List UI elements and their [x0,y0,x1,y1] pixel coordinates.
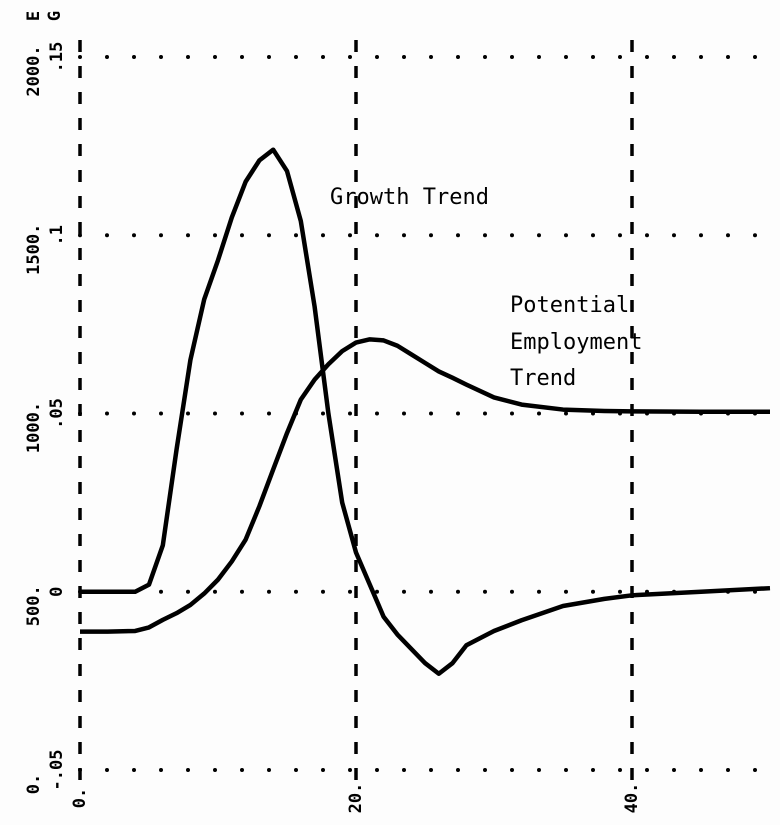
series-line [80,337,770,634]
series-line [80,147,771,676]
x-tick-label: 0. [70,788,90,808]
y-tick-label: 0 [47,587,67,597]
y2-tick-label: 500. [24,585,44,626]
y-tick-label: .05 [47,398,67,429]
y2-tick-label: 2000. [24,45,44,96]
y2-tick-label: 1000. [24,402,44,453]
x-tick-label: 40. [622,783,642,814]
y2-tick-label: 1500. [24,224,44,275]
y2-axis-label: E [24,11,44,21]
y2-tick-label: 0. [24,774,44,794]
y-tick-label: -.05 [47,750,67,791]
y-tick-label: .15 [47,42,67,73]
y-axis-label: G [45,11,65,21]
annotation: Employment [510,330,642,355]
annotation: Growth Trend [330,185,489,210]
annotation: Potential [510,293,629,318]
x-tick-label: 20. [346,783,366,814]
annotation: Trend [510,366,576,391]
y-tick-label: .1 [47,225,67,245]
